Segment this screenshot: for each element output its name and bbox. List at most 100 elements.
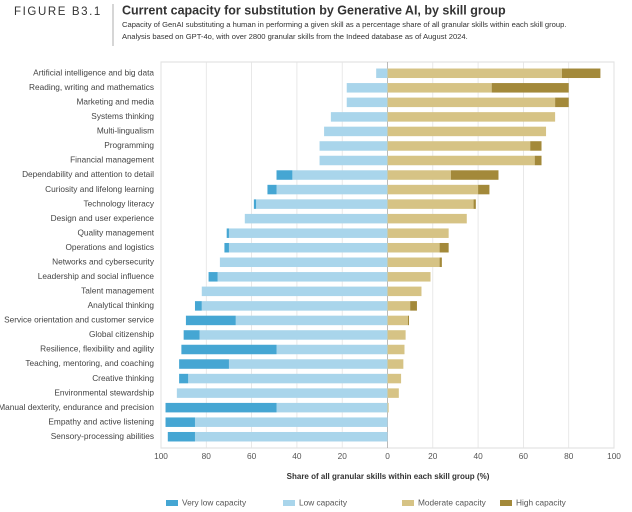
bar-segment [179,373,189,384]
y-tick-label: Creative thinking [92,373,154,383]
y-tick-label: Curiosity and lifelong learning [45,184,154,194]
bar-segment [387,184,479,195]
bar-segment [188,373,388,384]
bar-segment [292,170,388,180]
figure-label: FIGURE B3.1 [14,6,102,18]
legend-swatch [500,500,512,506]
y-tick-label: Sensory-processing abilities [51,431,154,441]
y-tick-label: Analytical thinking [88,300,155,310]
bar-segment [228,359,388,369]
bar-segment [185,315,236,326]
y-tick-label: Global citizenship [89,329,154,339]
x-tick-label: 100 [154,451,168,461]
y-tick-label: Programming [104,140,154,150]
bar-segment [387,286,422,297]
y-tick-label: Leadership and social influence [38,271,155,281]
y-tick-label: Design and user experience [51,213,155,223]
x-axis-title: Share of all granular skills within each… [287,472,490,481]
bar-segment [346,83,388,93]
bar-segment [330,112,388,122]
bar-segment [201,286,388,297]
x-tick-label: 80 [564,451,574,461]
bar-segment [387,112,556,122]
bar-segment [181,344,277,355]
y-tick-label: Operations and logistics [65,242,154,252]
bar-segment [407,315,410,326]
y-tick-label: Service orientation and customer service [4,315,154,325]
bar-segment [228,242,388,253]
bar-segment [253,199,257,209]
bar-segment [387,83,492,93]
bar-segment [256,199,388,209]
x-tick-label: 100 [607,451,621,461]
bar-segment [183,330,200,340]
bar-segment [478,184,490,195]
y-tick-label: Dependability and attention to detail [22,169,154,179]
bar-segment [387,373,402,384]
bar-segment [387,402,389,413]
bar-segment [387,228,449,238]
bar-segment [387,97,556,108]
x-tick-label: 60 [247,451,257,461]
bar-segment [201,301,388,311]
bar-segment [235,315,388,326]
bar-segment [491,83,569,93]
y-tick-label: Reading, writing and mathematics [29,82,154,92]
bar-segment [410,301,417,311]
bar-segment [176,388,388,398]
bar-segment [194,301,202,311]
legend-label: High capacity [516,498,567,508]
bar-segment [387,242,440,253]
y-tick-label: Artificial intelligence and big data [33,67,154,77]
legend-swatch [283,500,295,506]
bar-segment [530,141,542,151]
x-tick-label: 60 [519,451,529,461]
bar-segment [387,170,451,180]
bar-segment [228,228,388,238]
bar-segment [199,330,388,340]
x-tick-label: 20 [428,451,438,461]
bar-segment [387,388,399,398]
bar-segment [387,301,411,311]
bar-segment [387,330,406,340]
subtitle: Analysis based on GPT-4o, with over 2800… [122,32,468,41]
subtitle: Capacity of GenAI substituting a human i… [122,20,566,29]
y-tick-label: Quality management [77,227,154,237]
bar-segment [387,141,531,151]
bar-segment [194,431,388,442]
y-tick-label: Manual dexterity, endurance and precisio… [0,402,154,412]
bar-segment [244,213,388,224]
bar-segment [387,359,404,369]
bar-segment [226,228,229,238]
y-tick-label: Teaching, mentoring, and coaching [25,358,154,368]
bar-segment [276,184,388,195]
bar-segment [217,272,388,282]
bar-segment [194,417,388,427]
y-tick-label: Resilience, flexibility and agility [40,344,155,354]
x-tick-label: 0 [385,451,390,461]
bar-segment [555,97,569,108]
y-tick-label: Networks and cybersecurity [52,256,155,266]
bar-segment [224,242,229,253]
bar-segment [165,417,195,427]
bar-segment [439,242,449,253]
legend-label: Low capacity [299,498,348,508]
bar-segment [167,431,195,442]
legend-label: Very low capacity [182,498,247,508]
bar-segment [267,184,277,195]
legend-swatch [402,500,414,506]
y-tick-label: Systems thinking [91,111,154,121]
chart-title: Current capacity for substitution by Gen… [122,3,506,17]
bar-segment [324,126,388,137]
legend-label: Moderate capacity [418,498,487,508]
bar-segment [219,257,388,268]
bar-segment [387,272,431,282]
bar-segment [346,97,388,108]
y-tick-label: Environmental stewardship [54,387,154,397]
bar-segment [387,344,405,355]
y-tick-label: Technology literacy [83,198,154,208]
bar-segment [276,344,388,355]
bar-segment [387,315,408,326]
bar-segment [276,402,388,413]
